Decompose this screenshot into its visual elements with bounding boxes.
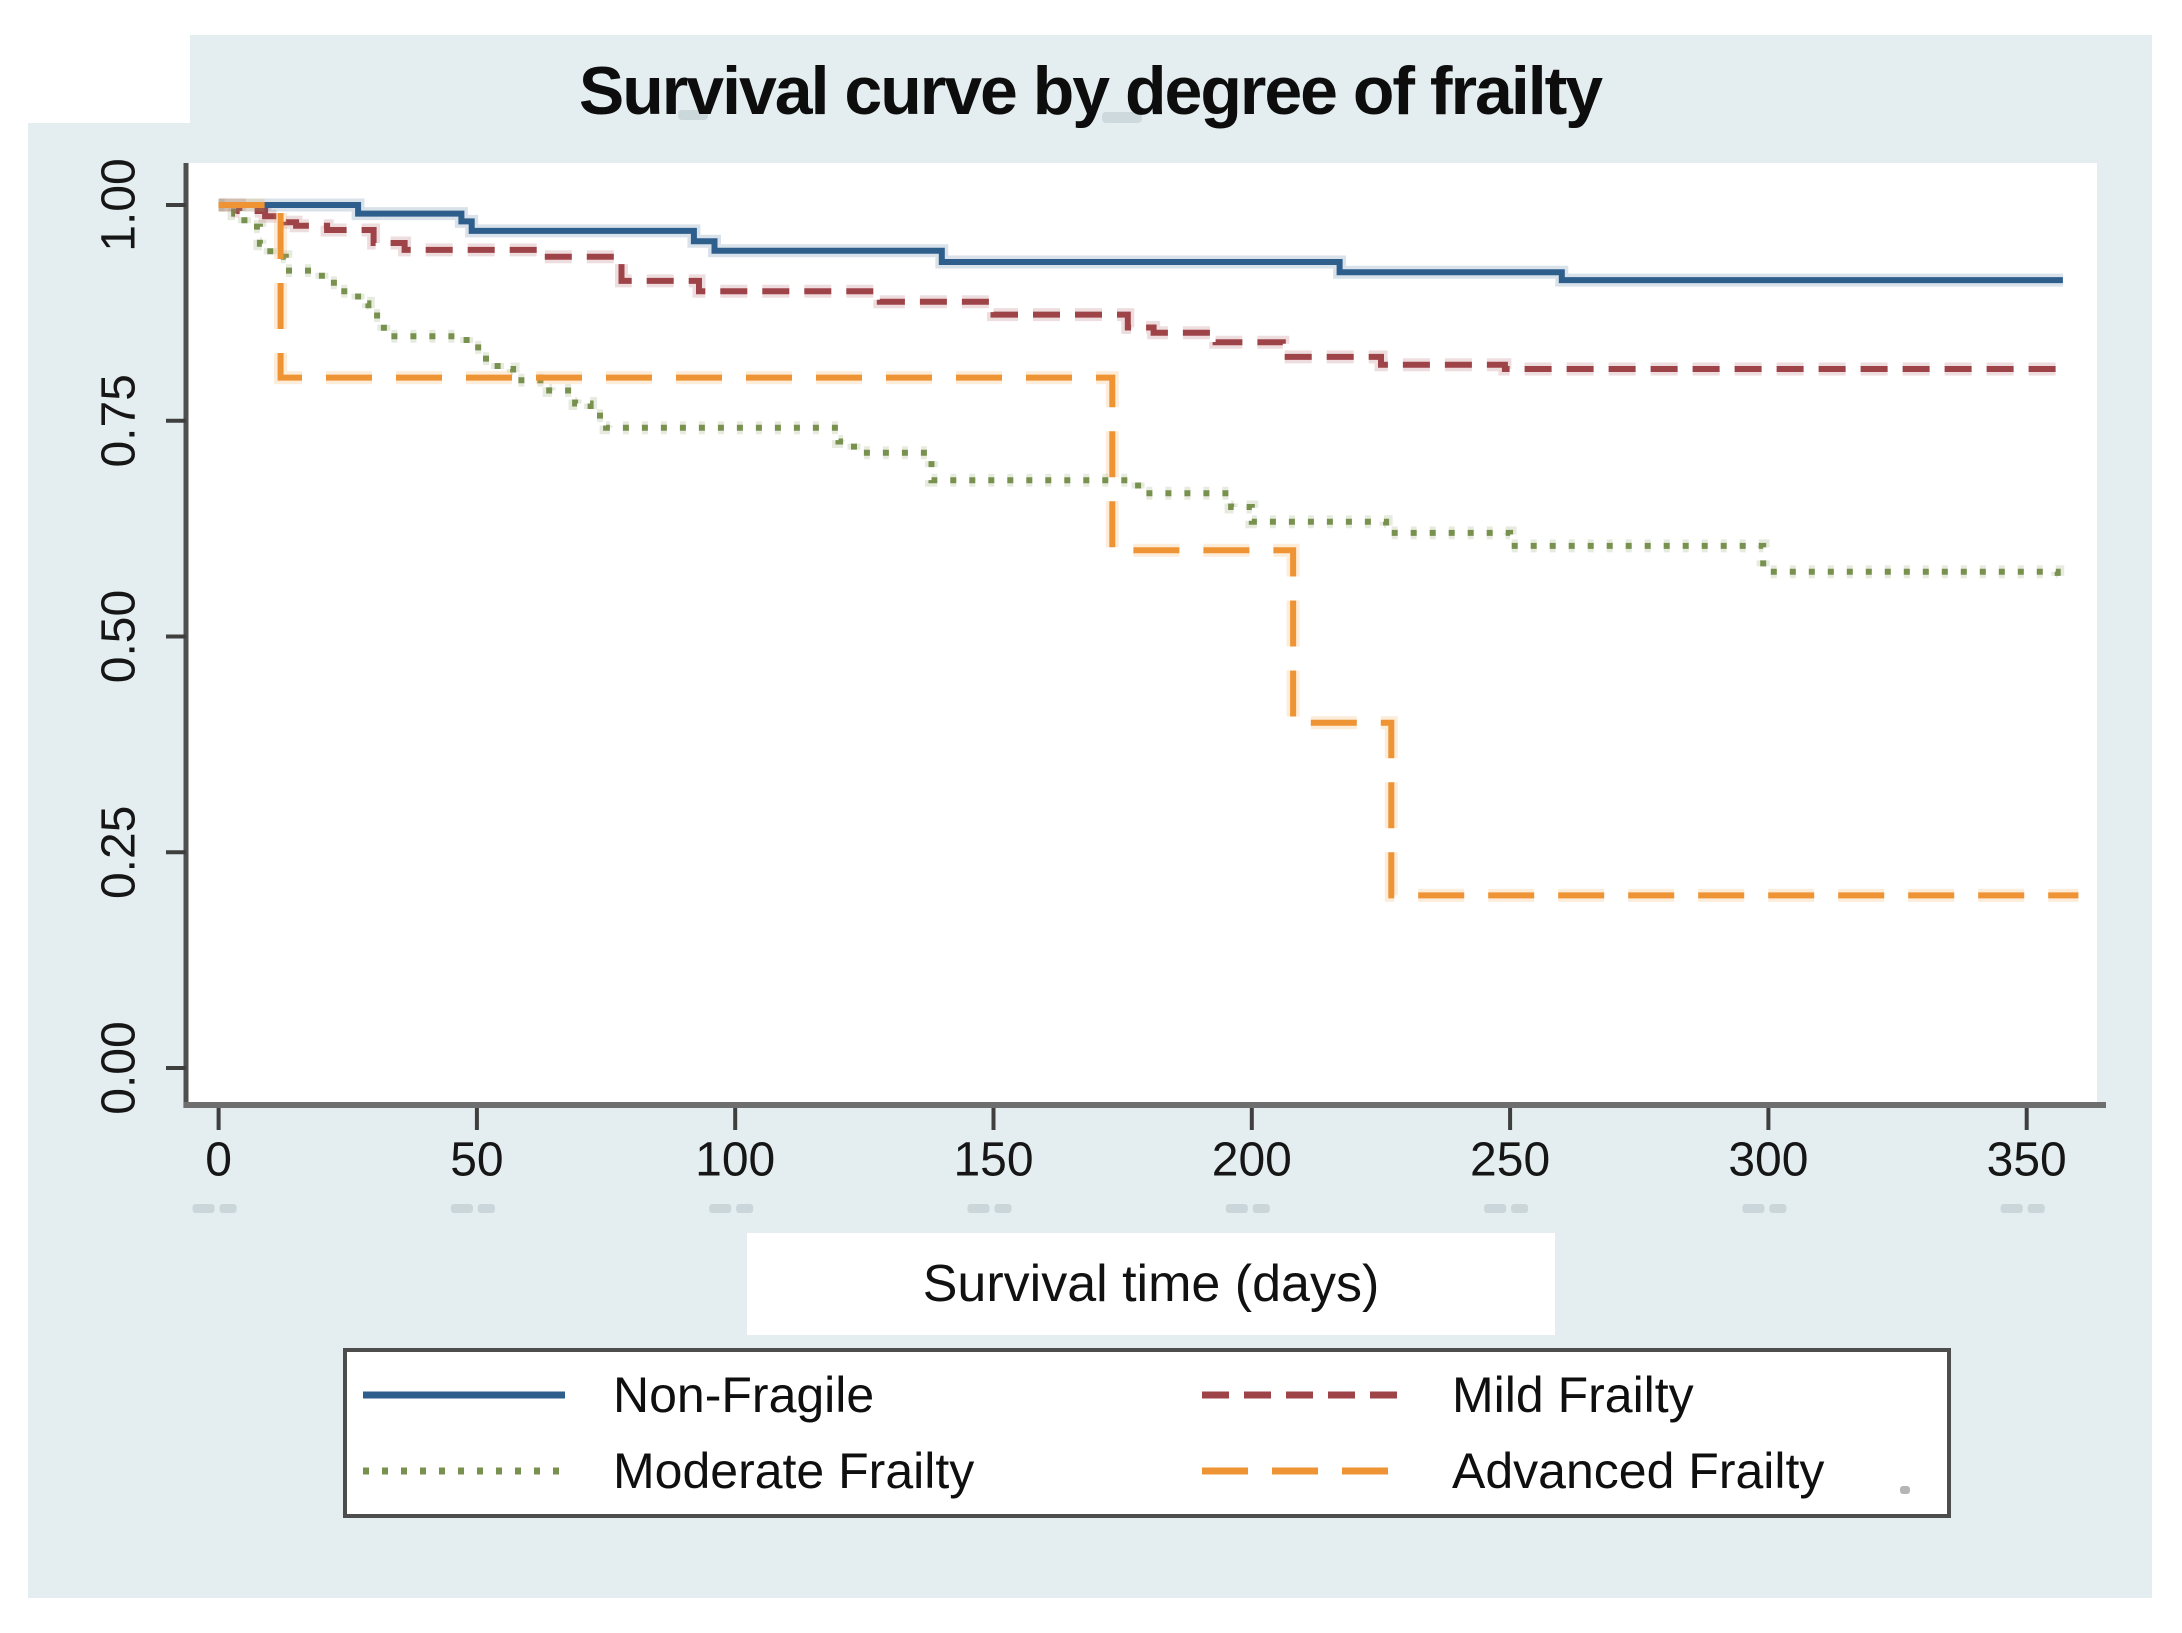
- legend-item-non-fragile: Non-Fragile: [359, 1362, 1198, 1428]
- legend-item-advanced-frailty: Advanced Frailty: [1198, 1438, 1947, 1504]
- legend-label-non-fragile: Non-Fragile: [613, 1367, 875, 1423]
- chart-title: Survival curve by degree of frailty: [578, 53, 1603, 129]
- mild-frailty-line-sample: [1202, 1391, 1404, 1399]
- legend-item-moderate-frailty: Moderate Frailty: [359, 1438, 1198, 1504]
- moderate-frailty-line-sample: [363, 1467, 565, 1475]
- legend-label-mild-frailty: Mild Frailty: [1452, 1367, 1694, 1423]
- legend-item-mild-frailty: Mild Frailty: [1198, 1362, 1947, 1428]
- x-axis-label: Survival time (days): [922, 1255, 1380, 1313]
- top-left-white-patch: [0, 0, 190, 123]
- x-axis-label-box: Survival time (days): [747, 1233, 1555, 1335]
- legend-label-advanced-frailty: Advanced Frailty: [1452, 1443, 1825, 1499]
- scan-artifact-speck: [1900, 1486, 1910, 1494]
- non-fragile-line-sample: [363, 1391, 565, 1399]
- legend: Non-Fragile Mild Frailty Moderate Frailt…: [343, 1348, 1951, 1518]
- legend-label-moderate-frailty: Moderate Frailty: [613, 1443, 975, 1499]
- advanced-frailty-line-sample: [1202, 1467, 1404, 1475]
